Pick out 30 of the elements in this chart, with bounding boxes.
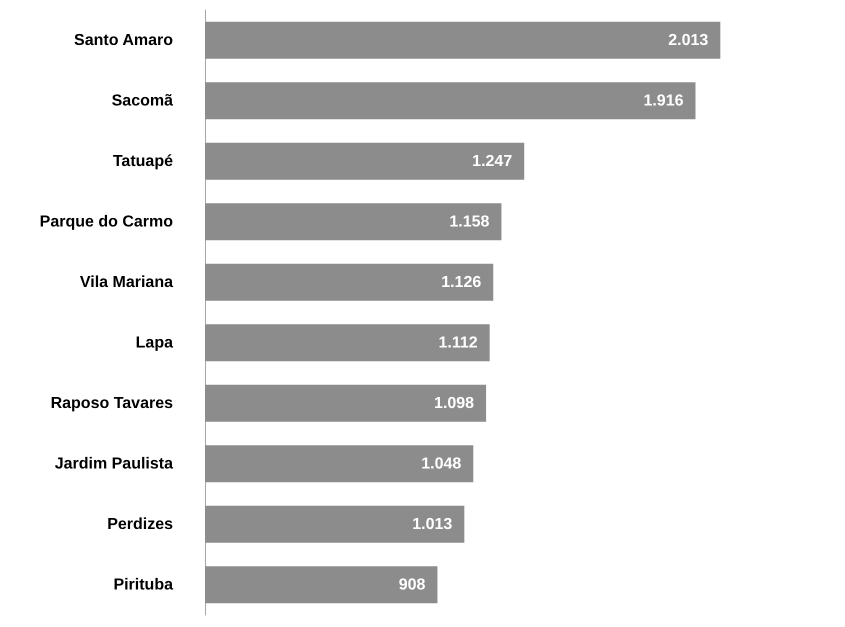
data-label: 1.098 xyxy=(434,394,474,412)
bar xyxy=(205,566,438,604)
y-tick-label: Santo Amaro xyxy=(74,32,174,49)
data-label: 1.158 xyxy=(449,213,490,230)
y-tick-label: Jardim Paulista xyxy=(54,455,174,472)
bar xyxy=(205,82,696,120)
y-tick-label: Lapa xyxy=(136,334,174,352)
y-tick-label: Pirituba xyxy=(113,576,174,594)
y-tick-label: Tatuapé xyxy=(112,152,174,170)
bar xyxy=(205,22,720,59)
bar xyxy=(205,384,486,422)
data-label: 908 xyxy=(398,576,426,594)
data-label: 1.247 xyxy=(472,152,512,170)
data-label: 1.916 xyxy=(643,92,684,110)
y-tick-label: Raposo Tavares xyxy=(50,394,174,412)
data-label: 1.126 xyxy=(441,274,482,291)
data-label: 1.013 xyxy=(412,516,452,533)
data-label: 1.048 xyxy=(421,455,462,472)
bar xyxy=(205,264,494,301)
y-tick-label: Sacomã xyxy=(112,92,174,110)
bar xyxy=(205,445,474,482)
data-label: 1.112 xyxy=(438,334,478,352)
bar xyxy=(205,506,464,543)
y-tick-label: Parque do Carmo xyxy=(40,213,174,230)
bar xyxy=(205,203,502,240)
data-label: 2.013 xyxy=(668,32,708,49)
bar xyxy=(205,324,490,362)
y-tick-label: Vila Mariana xyxy=(80,274,174,291)
bar xyxy=(205,142,524,180)
y-tick-label: Perdizes xyxy=(107,516,174,533)
